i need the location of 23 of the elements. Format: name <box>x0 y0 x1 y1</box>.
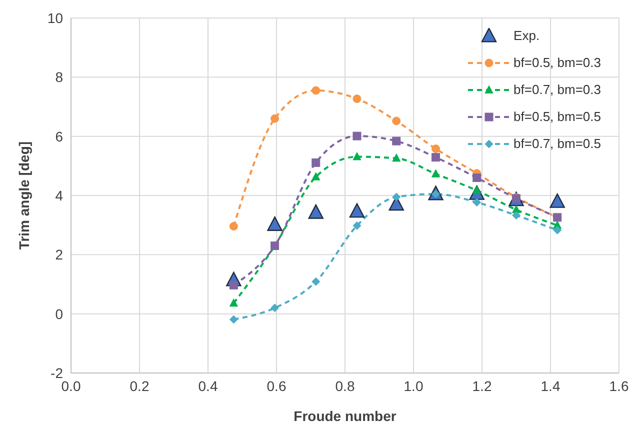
y-tick-label: 2 <box>55 246 64 263</box>
legend-label: bf=0.7, bm=0.3 <box>514 82 601 97</box>
x-tick-label: 0.6 <box>266 378 286 394</box>
legend-label: bf=0.5, bm=0.5 <box>514 109 601 124</box>
y-tick-label: 4 <box>55 187 64 204</box>
y-tick-label: 10 <box>47 10 64 26</box>
legend-label: bf=0.5, bm=0.3 <box>514 55 601 70</box>
x-tick-label: 1.0 <box>404 378 424 394</box>
y-tick-label: 6 <box>55 128 64 144</box>
x-axis-title: Froude number <box>294 408 397 424</box>
legend-label: bf=0.7, bm=0.5 <box>514 136 601 151</box>
x-tick-label: 0.8 <box>335 378 355 394</box>
legend-label: Exp. <box>514 28 540 43</box>
x-tick-label: 0.2 <box>130 378 150 394</box>
x-tick-label: 0.4 <box>198 378 218 394</box>
x-tick-label: 1.6 <box>609 378 629 394</box>
y-axis-title: Trim angle [deg] <box>16 141 32 250</box>
y-tick-label: 8 <box>55 69 64 86</box>
x-tick-label: 1.2 <box>472 378 492 394</box>
y-tick-label: 0 <box>55 306 64 322</box>
y-tick-label: -2 <box>50 364 64 381</box>
x-tick-label: 1.4 <box>540 378 560 394</box>
x-tick-label: 0.0 <box>61 378 81 394</box>
